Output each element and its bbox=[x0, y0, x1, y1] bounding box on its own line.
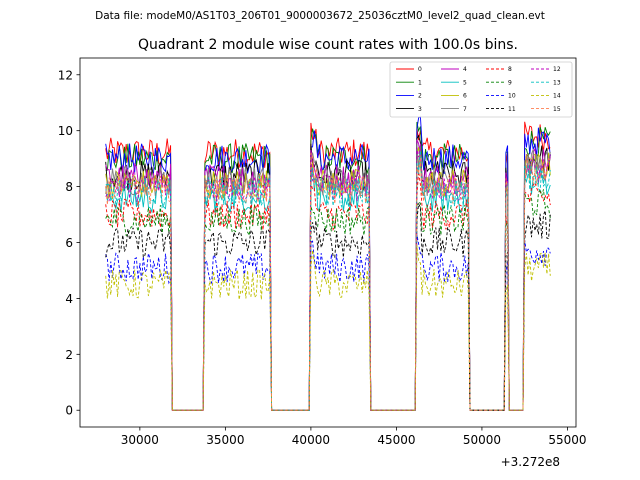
legend-label: 2 bbox=[418, 93, 422, 100]
legend-label: 0 bbox=[418, 66, 422, 73]
legend-label: 4 bbox=[463, 66, 467, 73]
legend-label: 11 bbox=[508, 106, 516, 113]
y-tick-label: 8 bbox=[65, 180, 73, 194]
x-offset-label: +3.272e8 bbox=[501, 455, 560, 469]
legend-label: 15 bbox=[553, 106, 561, 113]
legend-label: 7 bbox=[463, 106, 467, 113]
plot-lines bbox=[105, 115, 551, 411]
legend-label: 6 bbox=[463, 93, 467, 100]
series-line-15 bbox=[105, 152, 551, 411]
y-tick-label: 0 bbox=[65, 404, 73, 418]
legend-label: 8 bbox=[508, 66, 512, 73]
y-tick-label: 4 bbox=[65, 292, 73, 306]
x-tick-label: 55000 bbox=[548, 433, 586, 447]
chart-suptitle: Data file: modeM0/AS1T03_206T01_90000036… bbox=[95, 10, 545, 22]
chart-title: Quadrant 2 module wise count rates with … bbox=[138, 37, 518, 53]
legend-label: 1 bbox=[418, 79, 422, 86]
x-axis: 30000 35000 40000 45000 50000 55000 bbox=[121, 427, 587, 447]
x-tick-label: 50000 bbox=[463, 433, 501, 447]
y-tick-label: 10 bbox=[58, 124, 73, 138]
y-tick-label: 2 bbox=[65, 348, 73, 362]
legend-label: 13 bbox=[553, 79, 561, 86]
legend-box bbox=[389, 61, 573, 118]
legend-label: 9 bbox=[508, 79, 512, 86]
legend-label: 5 bbox=[463, 79, 467, 86]
x-tick-label: 35000 bbox=[206, 433, 244, 447]
x-tick-label: 30000 bbox=[121, 433, 159, 447]
y-tick-label: 6 bbox=[65, 236, 73, 250]
y-axis: 0 2 4 6 8 10 12 bbox=[58, 68, 80, 418]
legend-label: 3 bbox=[418, 106, 422, 113]
legend-label: 12 bbox=[553, 66, 561, 73]
x-tick-label: 45000 bbox=[377, 433, 415, 447]
legend-label: 14 bbox=[553, 93, 561, 100]
y-tick-label: 12 bbox=[58, 68, 73, 82]
legend-label: 10 bbox=[508, 93, 516, 100]
x-tick-label: 40000 bbox=[292, 433, 330, 447]
